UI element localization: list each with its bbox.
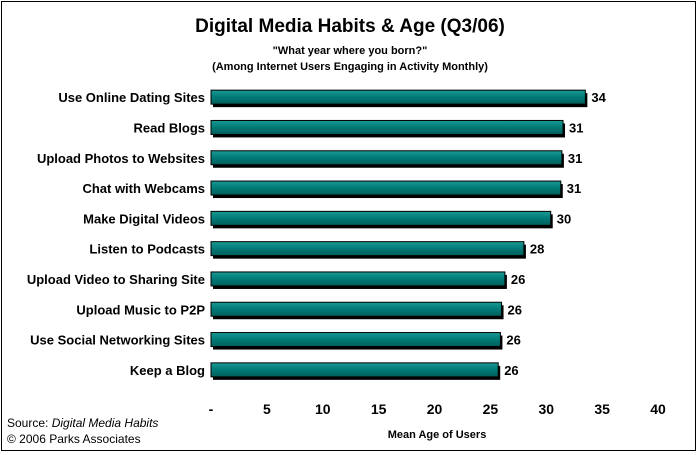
data-label: 28 [530, 242, 544, 257]
x-tick-label: 10 [315, 401, 331, 417]
data-label: 26 [508, 302, 522, 317]
x-tick-label: - [209, 401, 214, 417]
source-note: Source: Digital Media Habits [7, 416, 158, 430]
category-label: Upload Photos to Websites [37, 151, 205, 166]
data-label: 30 [557, 211, 571, 226]
data-label: 26 [506, 333, 520, 348]
bar [210, 89, 586, 105]
chart-subtitle-population: (Among Internet Users Engaging in Activi… [212, 61, 488, 73]
x-tick-label: 40 [650, 401, 666, 417]
x-tick-label: 20 [427, 401, 443, 417]
category-label: Upload Music to P2P [76, 302, 205, 317]
data-label: 31 [569, 120, 583, 135]
x-tick-label: 5 [263, 401, 271, 417]
bar [210, 332, 501, 348]
category-label: Chat with Webcams [82, 181, 205, 196]
x-axis-label: Mean Age of Users [388, 429, 487, 441]
category-label: Read Blogs [133, 120, 205, 135]
chart-title: Digital Media Habits & Age (Q3/06) [195, 16, 505, 37]
data-label: 34 [591, 90, 606, 105]
bar [210, 210, 552, 226]
category-label: Use Social Networking Sites [30, 333, 205, 348]
bar [210, 301, 503, 317]
x-tick-label: 25 [483, 401, 499, 417]
copyright-note: © 2006 Parks Associates [7, 432, 141, 446]
x-tick-label: 35 [594, 401, 610, 417]
data-label: 26 [504, 363, 518, 378]
data-label: 31 [567, 181, 581, 196]
data-label: 26 [511, 272, 525, 287]
source-name: Digital Media Habits [51, 416, 159, 430]
bar [210, 362, 499, 378]
source-prefix: Source: [7, 416, 52, 430]
chart-subtitle-question: "What year where you born?" [272, 45, 428, 57]
bar [210, 119, 564, 135]
bar [210, 241, 525, 257]
x-tick-label: 15 [371, 401, 387, 417]
bar [210, 150, 563, 166]
category-label: Make Digital Videos [83, 211, 205, 226]
category-label: Upload Video to Sharing Site [27, 272, 205, 287]
x-tick-label: 30 [538, 401, 554, 417]
category-label: Keep a Blog [130, 363, 205, 378]
category-label: Use Online Dating Sites [58, 90, 205, 105]
bar [210, 271, 506, 287]
bar [210, 180, 562, 196]
category-label: Listen to Podcasts [89, 242, 205, 257]
data-label: 31 [568, 151, 582, 166]
